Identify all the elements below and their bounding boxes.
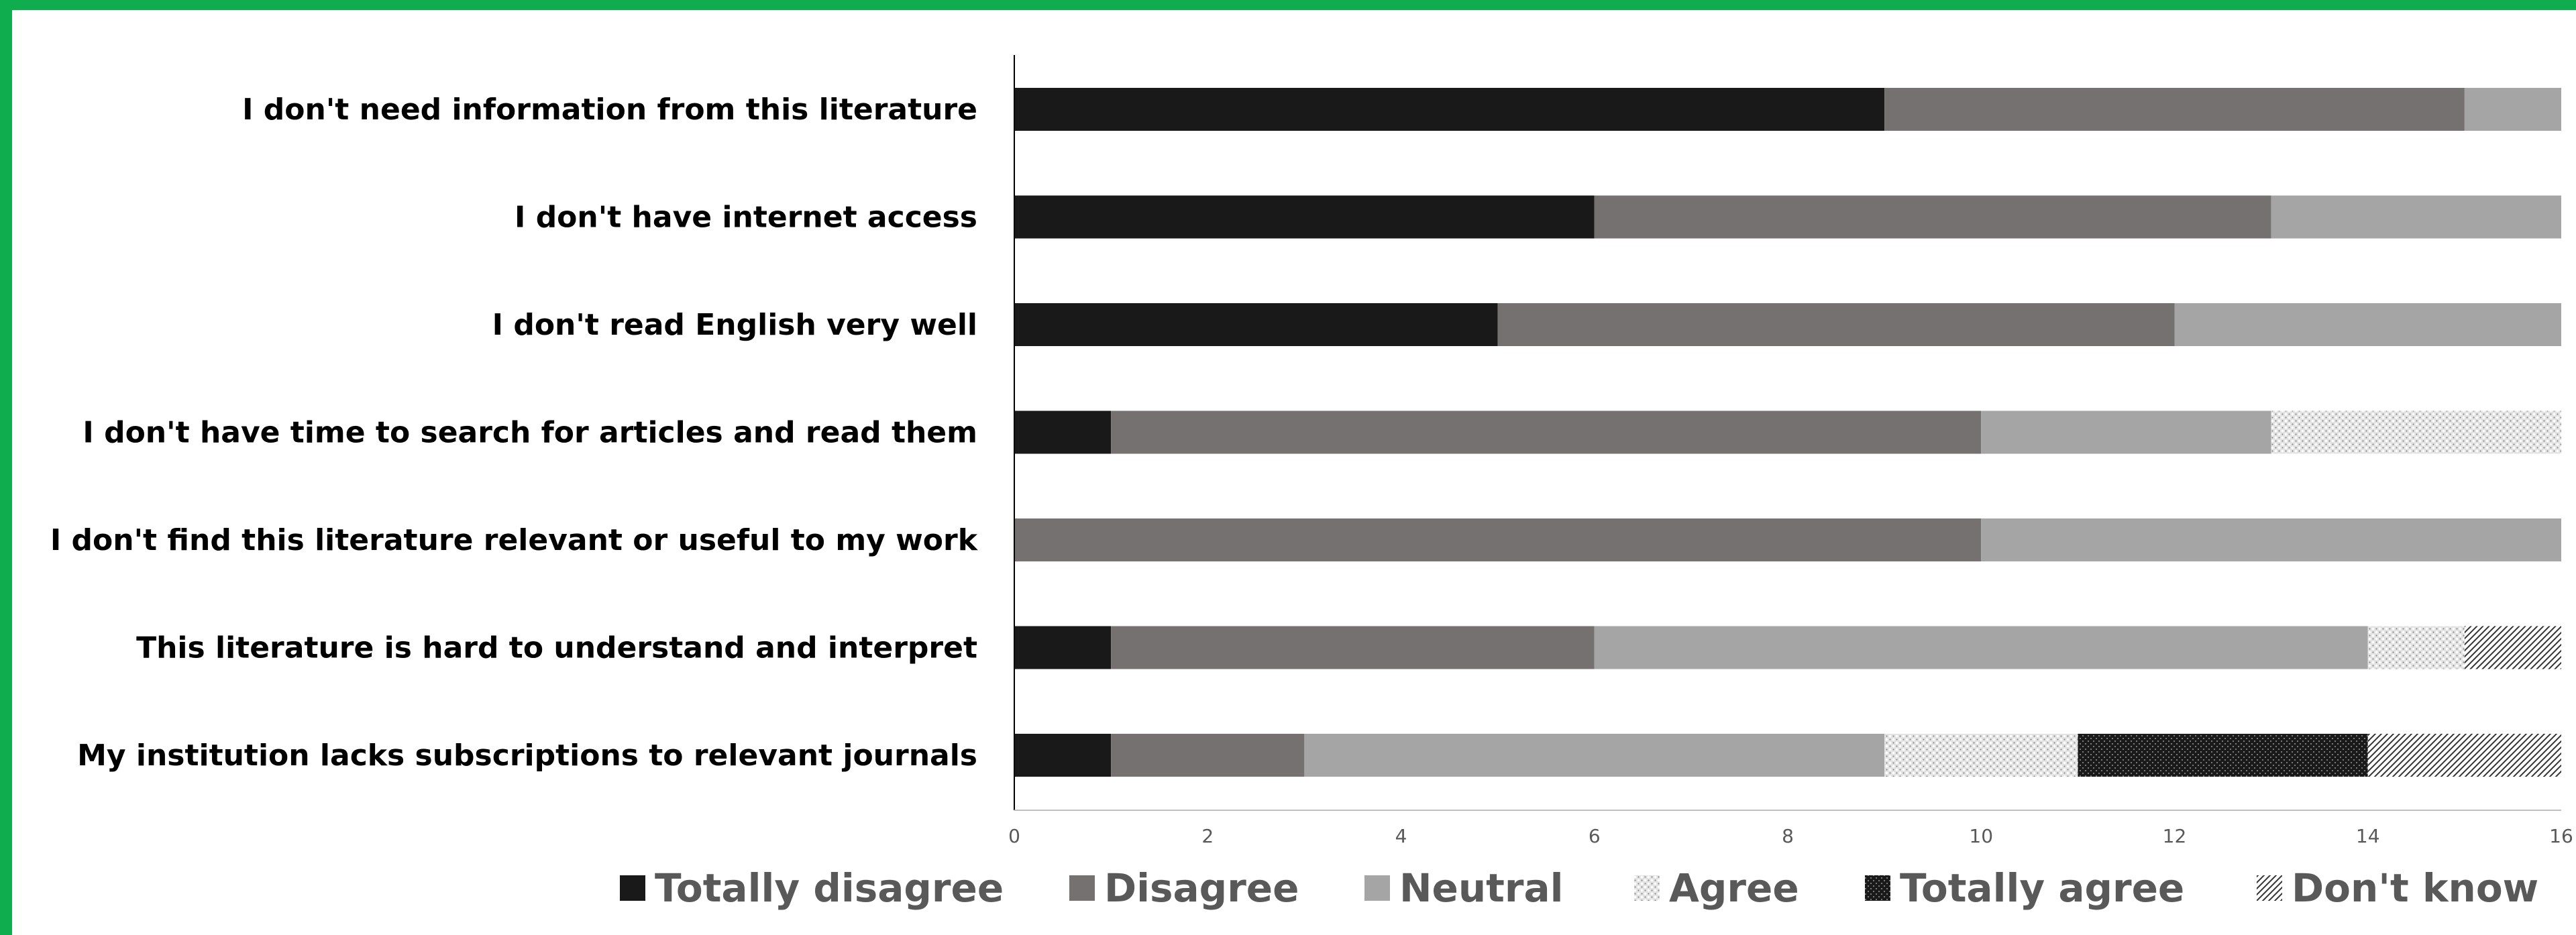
category-label: I don't need information from this liter…: [242, 93, 977, 127]
legend: Totally disagree Disagree Neutral Agree Tota…: [620, 865, 2538, 911]
bar-disagree: [1884, 88, 2465, 131]
x-tick-label: 2: [1201, 825, 1214, 847]
bar-totally-disagree: [1014, 303, 1498, 346]
x-tick-label: 12: [2163, 825, 2187, 847]
category-label: My institution lacks subscriptions to re…: [77, 738, 977, 773]
x-tick-label: 14: [2356, 825, 2380, 847]
category-label: I don't have time to search for articles…: [83, 416, 977, 450]
category-label: I don't read English very well: [492, 308, 977, 342]
x-tick-label: 8: [1782, 825, 1794, 847]
x-tick-label: 6: [1589, 825, 1601, 847]
bar-agree: [1884, 734, 2078, 777]
bar-disagree: [1111, 410, 1982, 454]
bar-disagree: [1594, 195, 2271, 239]
x-tick-labels: 0 2 4 6 8 10 12 14 16: [1008, 825, 2573, 847]
bar-totally-disagree: [1014, 195, 1595, 239]
bar-totally-disagree: [1014, 734, 1112, 777]
bar-totally-agree: [2078, 734, 2368, 777]
bars: [1014, 88, 2561, 777]
legend-swatch-agree: [1634, 875, 1660, 901]
category-labels: I don't need information from this liter…: [50, 93, 979, 773]
legend-swatch-neutral: [1364, 875, 1390, 901]
bar-totally-disagree: [1014, 88, 1885, 131]
x-tick-label: 4: [1395, 825, 1407, 847]
bar-agree: [2271, 410, 2561, 454]
bar-totally-disagree: [1014, 626, 1112, 669]
legend-swatch-don-t-know: [2257, 875, 2282, 901]
bar-disagree: [1111, 626, 1595, 669]
x-tick-label: 0: [1008, 825, 1020, 847]
legend-label: Totally agree: [1900, 865, 2184, 911]
legend-swatch-disagree: [1069, 875, 1095, 901]
bar-disagree: [1111, 734, 1305, 777]
bar-neutral: [1594, 626, 2368, 669]
bar-disagree: [1014, 518, 1982, 561]
bar-don-t-know: [2464, 626, 2561, 669]
category-label: I don't find this literature relevant or…: [50, 523, 979, 557]
bar-neutral: [1981, 518, 2561, 561]
legend-swatch-totally-disagree: [620, 875, 645, 901]
axes: [1014, 55, 2561, 811]
bar-neutral: [1304, 734, 1885, 777]
legend-label: Totally disagree: [655, 865, 1004, 911]
legend-label: Neutral: [1399, 865, 1564, 911]
bar-don-t-know: [2367, 734, 2561, 777]
bar-totally-disagree: [1014, 410, 1112, 454]
legend-label: Agree: [1669, 865, 1799, 911]
bar-agree: [2367, 626, 2465, 669]
bar-neutral: [2464, 88, 2561, 131]
x-tick-label: 10: [1969, 825, 1993, 847]
bar-neutral: [2271, 195, 2561, 239]
category-label: This literature is hard to understand an…: [136, 631, 977, 665]
legend-swatch-totally-agree: [1865, 875, 1890, 901]
legend-label: Don't know: [2292, 865, 2538, 911]
category-label: I don't have internet access: [515, 201, 977, 235]
x-tick-label: 16: [2549, 825, 2573, 847]
bar-disagree: [1497, 303, 2175, 346]
bar-neutral: [1981, 410, 2271, 454]
legend-label: Disagree: [1104, 865, 1299, 911]
bar-neutral: [2174, 303, 2561, 346]
